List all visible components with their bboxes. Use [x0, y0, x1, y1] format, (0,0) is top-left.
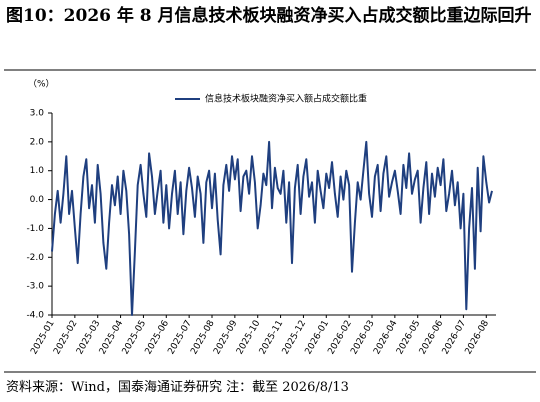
y-tick-label: -1.0: [26, 224, 44, 234]
y-tick-label: 0.0: [30, 195, 45, 205]
y-tick-label: 3.0: [30, 109, 45, 119]
y-tick-label: -4.0: [26, 311, 44, 321]
source-note: 资料来源：Wind，国泰海通证券研究 注：截至 2026/8/13: [6, 380, 349, 395]
y-tick-label: 2.0: [30, 137, 45, 147]
chart-title: 图10：2026 年 8 月信息技术板块融资净买入占成交额比重边际回升: [6, 6, 532, 26]
y-tick-label: 1.0: [30, 166, 45, 176]
y-axis-label: （%）: [28, 79, 55, 90]
legend-label: 信息技术板块融资净买入额占成交额比重: [205, 93, 367, 105]
series-line: [51, 140, 493, 316]
y-tick-label: -2.0: [26, 253, 44, 263]
y-tick-label: -3.0: [26, 282, 44, 292]
